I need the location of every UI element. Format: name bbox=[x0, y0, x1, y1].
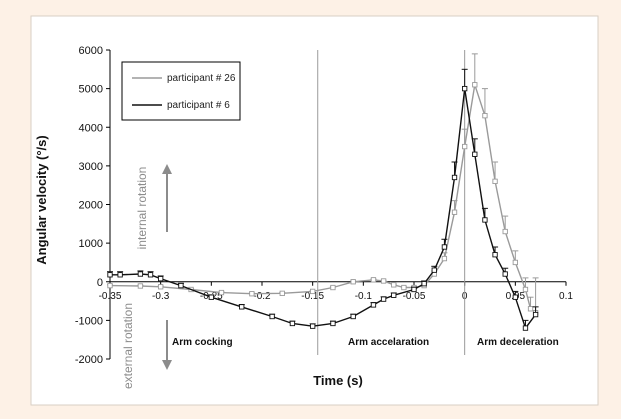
series-line bbox=[109, 84, 537, 314]
data-point bbox=[178, 282, 184, 289]
data-point bbox=[502, 228, 508, 235]
x-tick-label: -0.2 bbox=[253, 291, 271, 302]
data-point bbox=[462, 143, 468, 150]
legend-label-26: participant # 26 bbox=[167, 73, 236, 84]
data-point bbox=[522, 325, 529, 331]
y-tick-label: 4000 bbox=[79, 122, 103, 134]
x-tick-label: -0.05 bbox=[403, 291, 426, 302]
internal-rotation-label: internal rotation bbox=[135, 167, 149, 250]
data-point bbox=[137, 283, 144, 289]
data-point bbox=[107, 282, 113, 289]
data-point bbox=[532, 311, 539, 318]
external-rotation-annotation: external rotation bbox=[121, 303, 172, 389]
x-tick-label: 0.1 bbox=[559, 291, 573, 302]
data-point bbox=[330, 320, 336, 327]
data-point bbox=[502, 271, 508, 277]
plot-series bbox=[107, 53, 539, 331]
x-tick-label: -0.3 bbox=[152, 291, 170, 302]
data-point bbox=[492, 252, 498, 258]
data-point bbox=[482, 217, 488, 223]
x-tick-label: -0.15 bbox=[301, 291, 324, 302]
data-point bbox=[380, 296, 387, 302]
phase-label-cocking: Arm cocking bbox=[172, 337, 233, 348]
y-tick-label: 1000 bbox=[79, 238, 103, 250]
up-arrow-icon bbox=[162, 164, 172, 174]
data-point bbox=[330, 284, 336, 291]
y-axis-label: Angular velocity (°/s) bbox=[34, 135, 49, 264]
x-tick-label: -0.1 bbox=[355, 291, 373, 302]
data-point bbox=[107, 272, 113, 278]
down-arrow-icon bbox=[162, 360, 172, 370]
data-point bbox=[269, 313, 275, 320]
data-point bbox=[391, 292, 397, 298]
data-point bbox=[218, 289, 225, 296]
series-6 bbox=[107, 68, 539, 331]
x-tick-label: -0.35 bbox=[99, 291, 122, 302]
data-point bbox=[451, 209, 458, 215]
data-point bbox=[279, 290, 285, 296]
y-tick-label: 2000 bbox=[79, 200, 103, 212]
y-tick-label: 0 bbox=[97, 277, 103, 289]
data-point bbox=[158, 284, 164, 290]
data-point bbox=[289, 320, 296, 327]
phase-label-acceleration: Arm accelaration bbox=[348, 337, 429, 348]
data-point bbox=[370, 302, 377, 308]
data-point bbox=[411, 286, 417, 293]
data-point bbox=[310, 323, 316, 329]
series-26 bbox=[107, 53, 539, 316]
y-tick-label: -2000 bbox=[75, 354, 103, 366]
data-point bbox=[421, 281, 427, 287]
data-point bbox=[482, 113, 488, 119]
data-point bbox=[239, 304, 245, 310]
legend-box bbox=[121, 61, 241, 121]
data-point bbox=[472, 151, 478, 157]
data-point bbox=[310, 288, 316, 295]
data-point bbox=[472, 82, 478, 88]
data-point bbox=[522, 286, 529, 293]
data-point bbox=[117, 272, 123, 278]
data-point bbox=[380, 278, 387, 284]
data-point bbox=[492, 178, 498, 184]
phase-boundary-lines bbox=[317, 50, 466, 355]
data-point bbox=[451, 174, 458, 181]
legend: participant # 26 participant # 6 bbox=[121, 61, 241, 121]
x-axis-label: Time (s) bbox=[313, 373, 363, 388]
data-point bbox=[401, 284, 407, 291]
internal-rotation-annotation: internal rotation bbox=[135, 164, 172, 249]
phase-label-deceleration: Arm deceleration bbox=[477, 337, 559, 348]
data-point bbox=[137, 271, 144, 277]
data-point bbox=[147, 272, 154, 278]
data-point bbox=[249, 291, 255, 297]
data-point bbox=[512, 294, 518, 300]
data-point bbox=[462, 85, 468, 92]
data-point bbox=[350, 279, 356, 285]
legend-label-6: participant # 6 bbox=[167, 100, 230, 111]
external-rotation-label: external rotation bbox=[121, 303, 135, 389]
y-tick-label: 5000 bbox=[79, 84, 103, 96]
y-tick-label: 6000 bbox=[79, 45, 103, 57]
y-tick-label: 3000 bbox=[79, 161, 103, 173]
data-point bbox=[158, 276, 164, 282]
data-point bbox=[441, 255, 448, 262]
data-point bbox=[370, 277, 377, 283]
data-point bbox=[431, 267, 437, 273]
data-point bbox=[208, 294, 214, 300]
data-point bbox=[350, 313, 356, 320]
data-point bbox=[391, 282, 397, 288]
data-point bbox=[527, 306, 534, 312]
data-point bbox=[441, 244, 448, 250]
data-point bbox=[512, 259, 518, 266]
axes: -2000 -1000 0 1000 2000 3000 4000 5000 6000 -0.35… bbox=[75, 45, 574, 366]
y-tick-label: -1000 bbox=[75, 315, 103, 327]
